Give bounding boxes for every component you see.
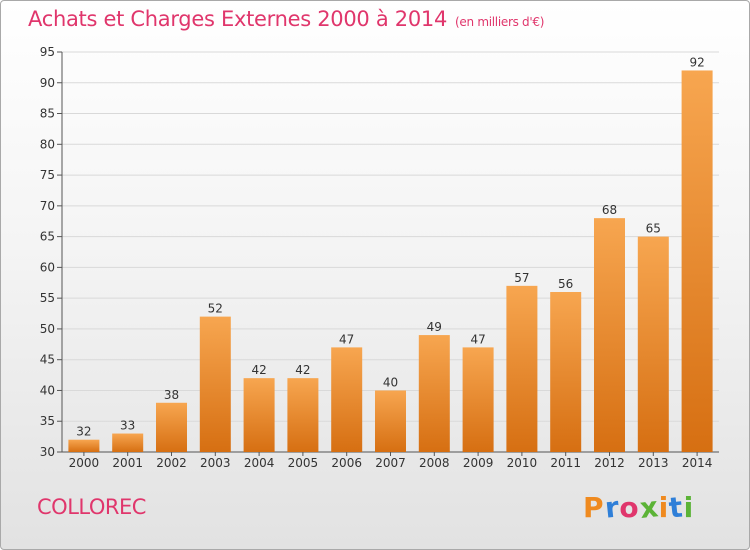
data-label: 56 xyxy=(558,277,573,291)
bar xyxy=(112,433,144,452)
data-label: 52 xyxy=(208,302,223,316)
x-tick-label: 2004 xyxy=(244,456,275,470)
data-label: 49 xyxy=(427,320,442,334)
data-label: 42 xyxy=(295,363,310,377)
bar xyxy=(594,218,625,452)
y-tick-label: 95 xyxy=(40,45,55,59)
logo-letter: i xyxy=(683,491,695,524)
data-label: 40 xyxy=(383,375,398,389)
y-tick-label: 80 xyxy=(40,137,55,151)
commune-name: COLLOREC xyxy=(37,495,146,519)
chart-title-unit: (en milliers d'€) xyxy=(455,15,545,29)
data-label: 47 xyxy=(339,332,354,346)
bar xyxy=(375,390,406,452)
data-label: 47 xyxy=(470,332,485,346)
data-label: 68 xyxy=(602,203,617,217)
data-label: 92 xyxy=(689,55,704,69)
data-label: 33 xyxy=(120,419,135,433)
x-tick-label: 2009 xyxy=(463,456,494,470)
data-label: 38 xyxy=(164,388,179,402)
data-label: 42 xyxy=(251,363,266,377)
bar xyxy=(199,316,231,452)
x-tick-label: 2002 xyxy=(156,456,187,470)
logo-letter: r xyxy=(602,490,622,525)
y-tick-label: 30 xyxy=(40,445,55,459)
x-tick-label: 2008 xyxy=(419,456,450,470)
chart-title: Achats et Charges Externes 2000 à 2014 (e… xyxy=(28,7,544,31)
bars xyxy=(68,70,713,452)
x-tick-label: 2012 xyxy=(594,456,625,470)
x-tick-label: 2013 xyxy=(638,456,669,470)
data-label: 57 xyxy=(514,271,529,285)
y-tick-label: 75 xyxy=(40,168,55,182)
x-tick-label: 2000 xyxy=(69,456,100,470)
y-tick-labels: 30 35 40 45 50 55 60 65 70 75 80 85 90 95 xyxy=(40,45,55,459)
y-tick-label: 90 xyxy=(40,76,55,90)
proxiti-logo[interactable]: Proxiti xyxy=(583,490,695,525)
y-tick-label: 70 xyxy=(40,199,55,213)
y-tick-label: 45 xyxy=(40,353,55,367)
bar xyxy=(287,378,319,452)
y-tick-label: 35 xyxy=(40,414,55,428)
x-tick-label: 2014 xyxy=(682,456,713,470)
x-tick-label: 2003 xyxy=(200,456,231,470)
x-tick-labels: 2000 2001 2002 2003 2004 2005 2006 2007 2008 2009… xyxy=(69,452,713,470)
x-tick-label: 2007 xyxy=(375,456,406,470)
bar xyxy=(637,236,669,452)
bar xyxy=(462,347,494,452)
bar xyxy=(418,335,450,452)
bar xyxy=(506,285,538,452)
logo-letter: P xyxy=(583,491,605,524)
logo-letter: i xyxy=(658,491,670,524)
x-tick-label: 2006 xyxy=(331,456,362,470)
y-tick-label: 55 xyxy=(40,291,55,305)
logo-letter: x xyxy=(637,490,661,525)
logo-letter: o xyxy=(619,491,640,524)
y-tick-label: 60 xyxy=(40,260,55,274)
x-tick-label: 2010 xyxy=(507,456,538,470)
x-tick-label: 2005 xyxy=(288,456,319,470)
bar xyxy=(681,70,713,452)
x-tick-label: 2001 xyxy=(112,456,143,470)
y-tick-label: 85 xyxy=(40,107,55,121)
data-labels: 32 33 38 52 42 42 47 40 49 47 57 56 68 65 92 xyxy=(76,55,704,438)
data-label: 32 xyxy=(76,425,91,439)
chart-title-main: Achats et Charges Externes 2000 à 2014 xyxy=(28,7,448,31)
y-tick-label: 50 xyxy=(40,322,55,336)
bar xyxy=(243,378,275,452)
x-tick-label: 2011 xyxy=(550,456,581,470)
y-tick-label: 40 xyxy=(40,383,55,397)
bar xyxy=(550,292,582,452)
bar xyxy=(331,347,363,452)
y-tick-label: 65 xyxy=(40,230,55,244)
bar xyxy=(156,402,187,452)
bar xyxy=(68,439,100,452)
data-label: 65 xyxy=(646,222,661,236)
